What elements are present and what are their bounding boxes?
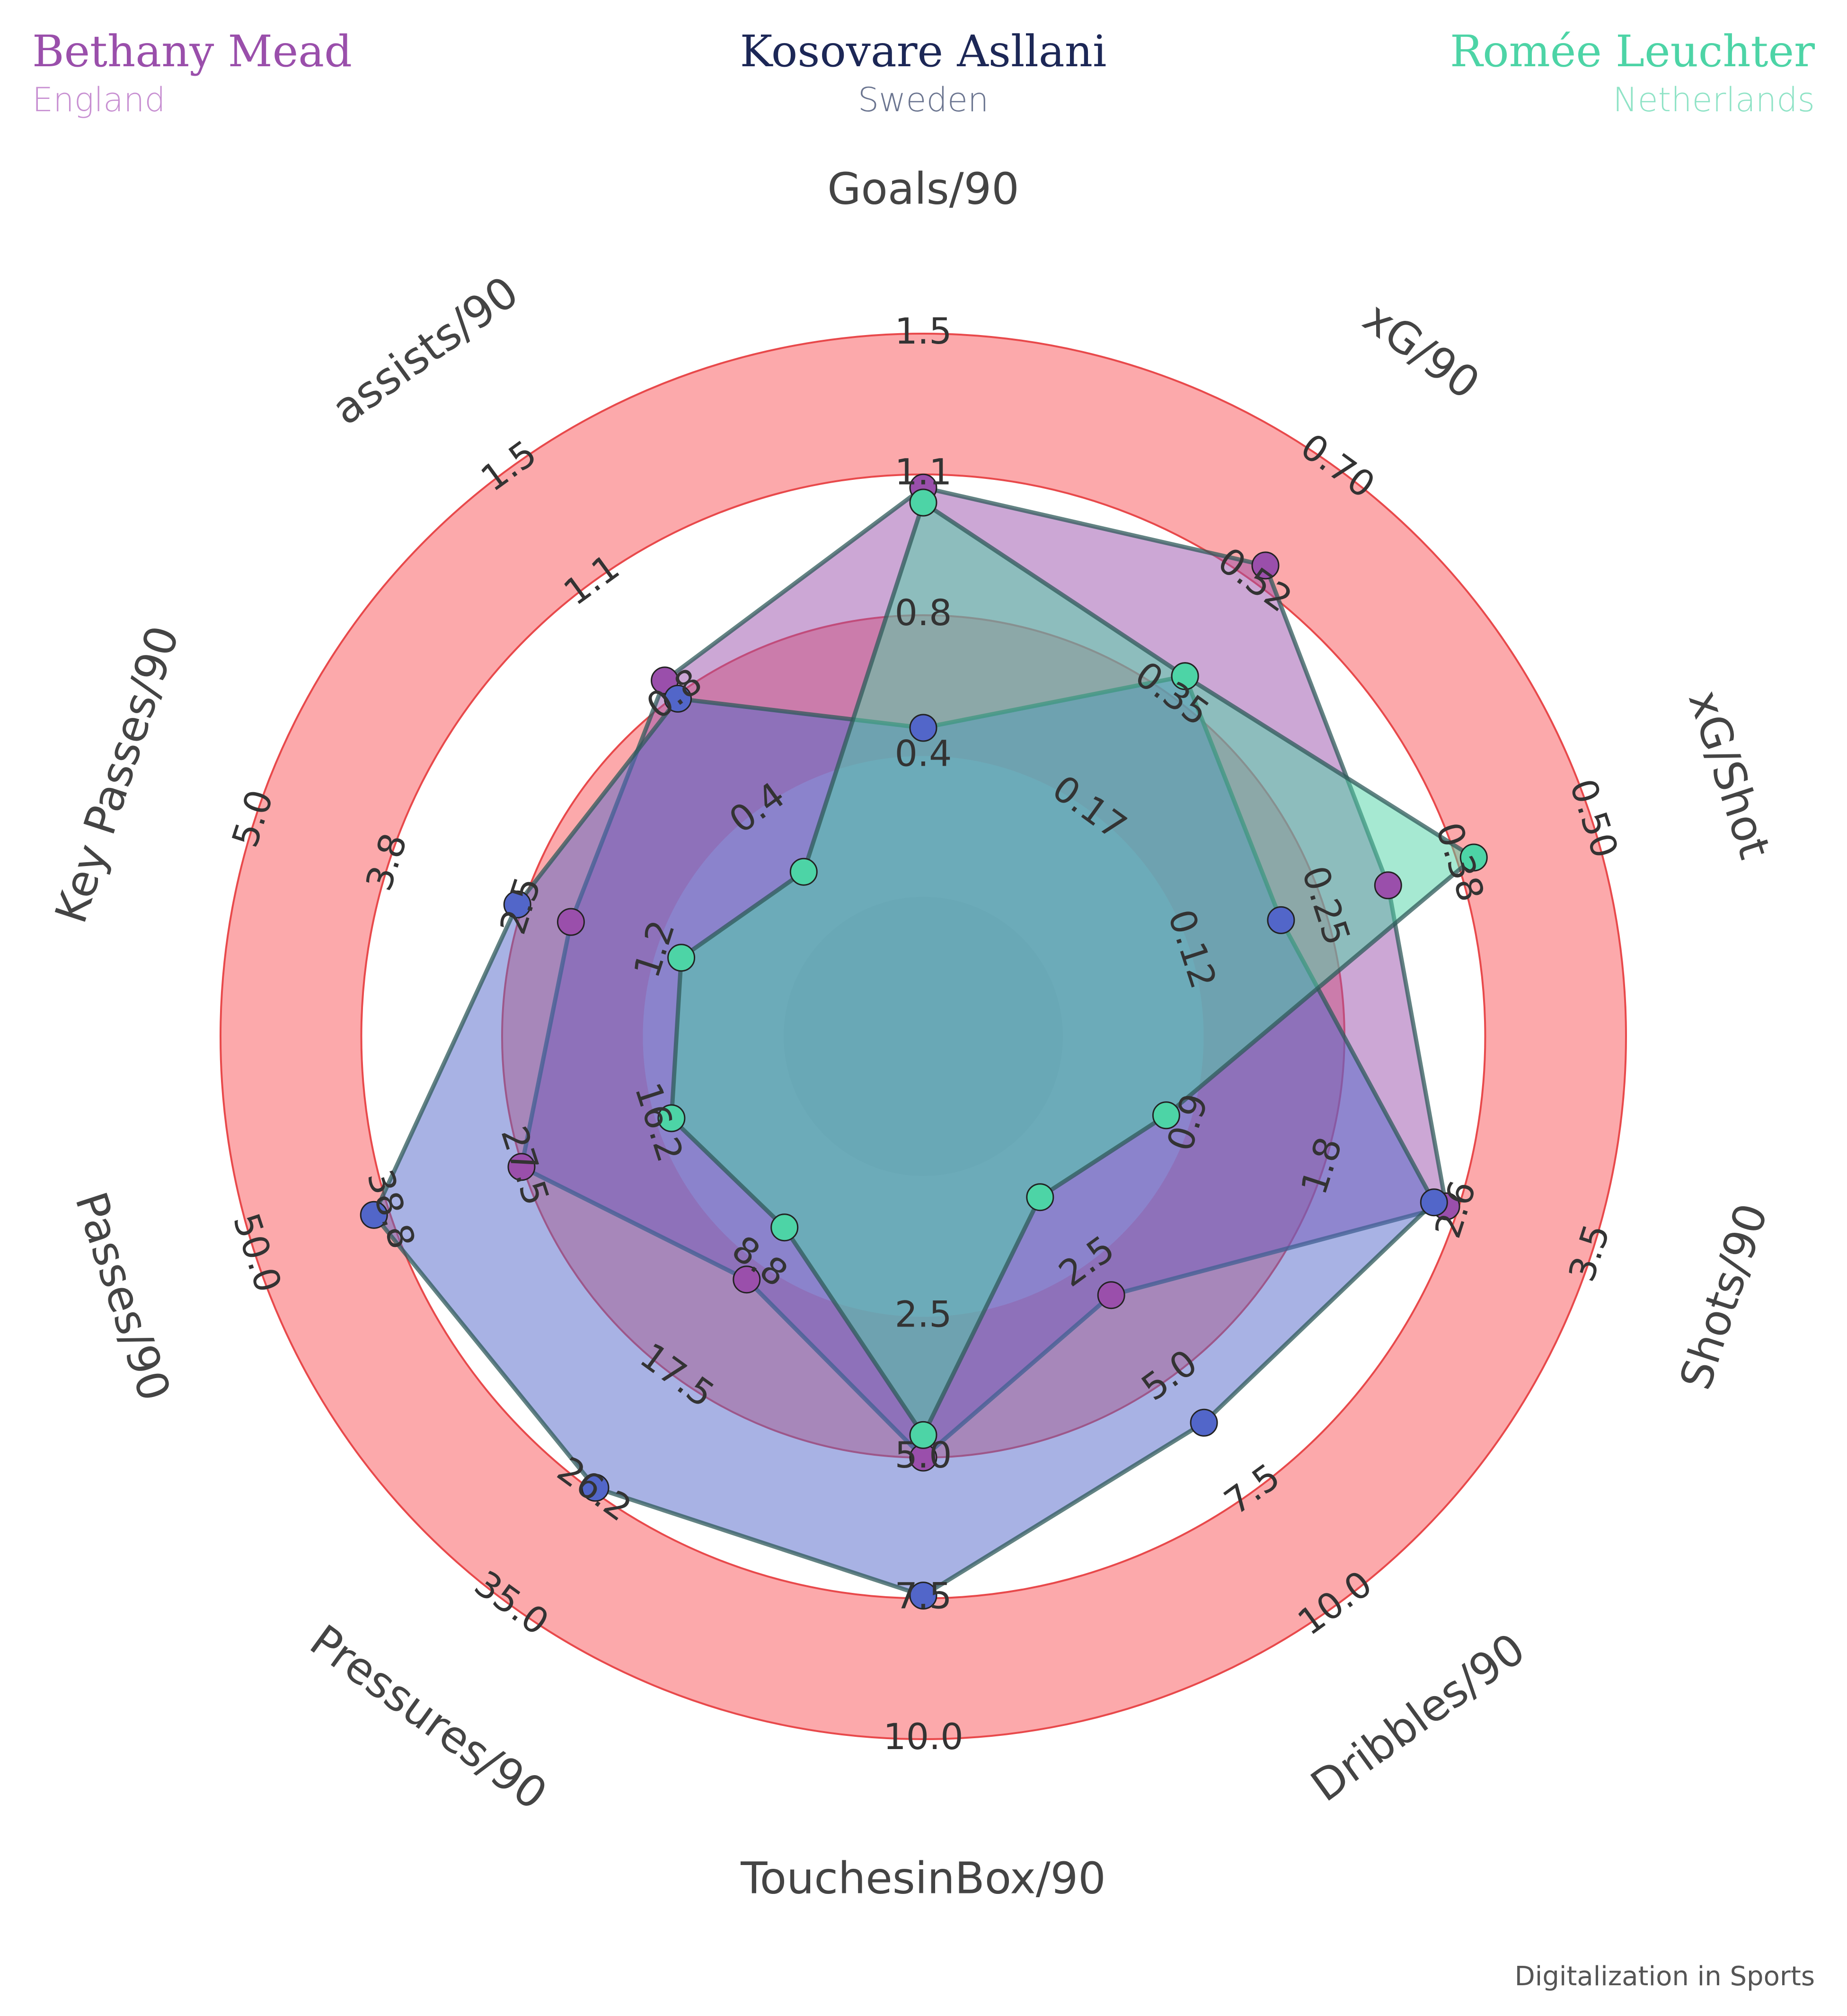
radar-series bbox=[360, 473, 1488, 1610]
series-2-point-8 bbox=[503, 890, 531, 919]
series-1-point-8 bbox=[557, 908, 585, 936]
series-3-point-6 bbox=[770, 1213, 799, 1242]
series-2-point-3 bbox=[1420, 1188, 1448, 1217]
series-3-point-8 bbox=[667, 944, 696, 972]
tick-label-0-2: 1.1 bbox=[895, 451, 952, 493]
series-2-point-5 bbox=[909, 1582, 937, 1610]
credit-text: Digitalization in Sports bbox=[1515, 1961, 1815, 1992]
param-label-1: xG/90 bbox=[1354, 292, 1489, 409]
series-2-point-9 bbox=[664, 684, 692, 713]
series-1-point-4 bbox=[1097, 1281, 1125, 1309]
tick-label-5-3: 10.0 bbox=[883, 1715, 963, 1758]
series-3-point-7 bbox=[657, 1104, 686, 1132]
series-3-point-9 bbox=[789, 858, 818, 886]
tick-label-0-0: 0.4 bbox=[895, 732, 952, 774]
param-label-4: Dribbles/90 bbox=[1302, 1623, 1534, 1812]
series-2-point-7 bbox=[360, 1201, 388, 1229]
player-country-1: England bbox=[32, 80, 166, 119]
series-3-point-5 bbox=[909, 1421, 937, 1449]
series-1-point-7 bbox=[507, 1153, 536, 1181]
param-label-2: xG/Shot bbox=[1679, 684, 1780, 865]
series-2-point-6 bbox=[581, 1474, 610, 1502]
player-country-2: Sweden bbox=[858, 80, 989, 119]
series-2-point-4 bbox=[1190, 1408, 1218, 1437]
series-2-point-0 bbox=[909, 714, 937, 742]
series-1-point-6 bbox=[733, 1265, 761, 1294]
param-label-6: Pressures/90 bbox=[301, 1615, 556, 1820]
series-1-point-1 bbox=[1251, 551, 1280, 580]
player-name-3: Romée Leuchter bbox=[1450, 26, 1815, 77]
player-headers: Bethany Mead England Kosovare Asllani Sw… bbox=[32, 26, 1815, 119]
series-3-point-1 bbox=[1171, 662, 1199, 690]
series-2-point-2 bbox=[1267, 906, 1295, 934]
param-label-7: Passes/90 bbox=[65, 1186, 180, 1407]
tick-label-5-2: 7.5 bbox=[895, 1574, 952, 1617]
tick-label-0-3: 1.5 bbox=[895, 310, 952, 352]
player-name-1: Bethany Mead bbox=[32, 26, 352, 77]
tick-label-0-1: 0.8 bbox=[895, 592, 952, 634]
param-label-0: Goals/90 bbox=[827, 163, 1019, 214]
series-3-point-4 bbox=[1026, 1183, 1054, 1211]
player-name-2: Kosovare Asllani bbox=[740, 26, 1107, 77]
tick-label-5-0: 2.5 bbox=[895, 1293, 952, 1335]
series-3-point-0 bbox=[909, 488, 937, 517]
series-3-point-3 bbox=[1152, 1101, 1180, 1130]
tick-label-5-1: 5.0 bbox=[895, 1434, 952, 1476]
param-label-5: TouchesinBox/90 bbox=[740, 1853, 1106, 1903]
series-3-point-2 bbox=[1459, 843, 1488, 872]
param-label-9: assists/90 bbox=[323, 266, 528, 435]
param-label-8: Key Passes/90 bbox=[45, 620, 189, 929]
player-country-3: Netherlands bbox=[1613, 80, 1815, 119]
param-label-3: Shots/90 bbox=[1670, 1198, 1777, 1396]
series-1-point-2 bbox=[1374, 871, 1402, 900]
